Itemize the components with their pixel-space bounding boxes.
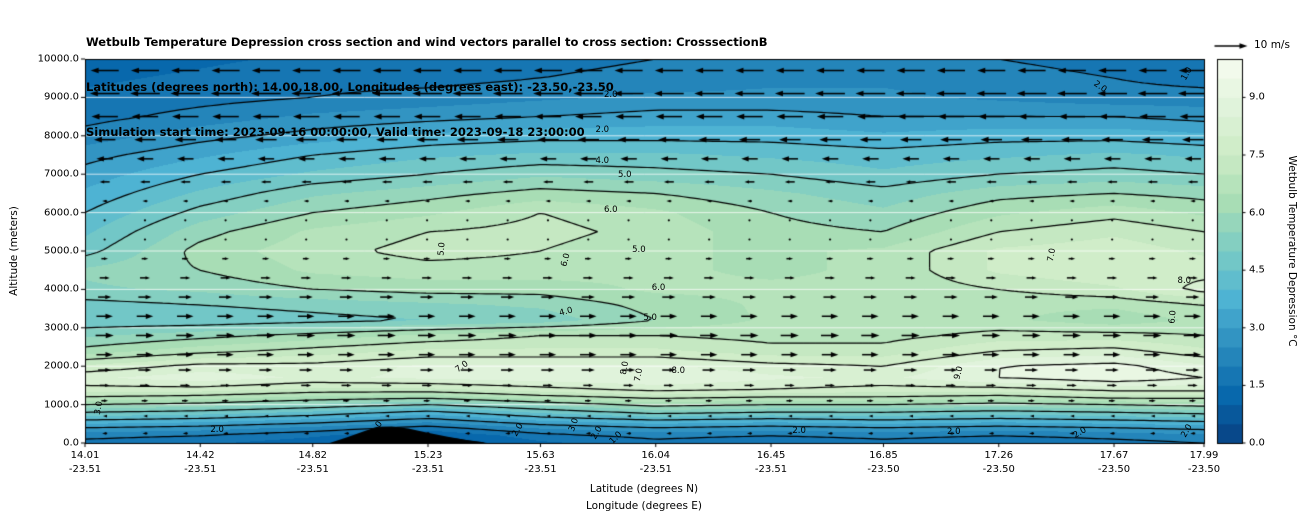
y-tick-label: 4000.0: [44, 283, 79, 295]
x-tick-label-lon: -23.50: [867, 464, 900, 475]
x-tick-label-lat: 15.23: [413, 450, 443, 461]
x-tick-label-lat: 16.45: [756, 450, 786, 461]
colorbar-tick-label: 3.0: [1249, 322, 1265, 334]
x-tick-label-lon: -23.51: [524, 464, 557, 475]
colorbar-tick-label: 9.0: [1249, 91, 1265, 103]
contour-label: 8.0: [1177, 275, 1192, 286]
x-tick-label-lat: 17.99: [1189, 450, 1219, 461]
x-tick-label-lon: -23.51: [754, 464, 788, 475]
x-tick-label-lon: -23.50: [1097, 464, 1131, 475]
x-tick-label-lon: -23.51: [68, 464, 102, 475]
contour-label: 6.0: [603, 204, 618, 215]
plot-title: Wetbulb Temperature Depression cross sec…: [86, 5, 768, 170]
y-tick-label: 3000.0: [44, 322, 79, 334]
contour-label: 4.0: [595, 155, 610, 166]
contour-label: 8.0: [618, 360, 631, 376]
x-tick-label-lon: -23.50: [1187, 464, 1221, 475]
contour-label: 2.0: [792, 426, 806, 437]
x-tick-label-lat: 14.82: [298, 450, 328, 461]
contour-label: 6.0: [651, 282, 666, 293]
y-tick-label: 1000.0: [44, 399, 79, 411]
colorbar-tick-label: 0.0: [1249, 437, 1265, 449]
y-tick-label: 10000.0: [37, 53, 79, 65]
x-axis-label-latitude: Latitude (degrees N): [589, 483, 699, 495]
contour-label: 5.0: [618, 169, 632, 180]
y-tick-label: 9000.0: [44, 91, 79, 103]
x-tick-label-lat: 14.01: [70, 450, 100, 461]
title-line-2: Latitudes (degrees north): 14.00,18.00, …: [86, 80, 614, 94]
quiver-key-label: 10 m/s: [1254, 39, 1290, 51]
x-tick-label-lon: -23.50: [982, 464, 1015, 475]
x-tick-label-lon: -23.51: [296, 464, 329, 475]
x-tick-label-lat: 16.85: [869, 450, 898, 461]
x-tick-label-lat: 16.04: [641, 450, 671, 461]
contour-label: 2.0: [947, 427, 961, 438]
y-tick-label: 8000.0: [44, 130, 79, 142]
y-axis-label: Altitude (meters): [8, 206, 20, 296]
x-tick-label-lat: 14.42: [185, 450, 215, 461]
y-tick-label: 5000.0: [44, 245, 79, 257]
y-tick-label: 6000.0: [44, 207, 79, 219]
x-tick-label-lat: 17.67: [1099, 450, 1129, 461]
contour-label: 5.0: [632, 245, 646, 256]
colorbar-label: Wetbulb Temperature Depression °C: [1286, 155, 1298, 347]
contour-label: 2.0: [595, 125, 610, 136]
title-line-1: Wetbulb Temperature Depression cross sec…: [86, 35, 768, 49]
contour-label: 2.0: [210, 425, 224, 436]
x-axis-label-longitude: Longitude (degrees E): [586, 500, 702, 512]
colorbar-tick-label: 1.5: [1249, 379, 1265, 391]
colorbar-tick-label: 6.0: [1249, 207, 1265, 219]
contour-label: 6.0: [1167, 309, 1179, 325]
x-tick-label-lat: 17.26: [984, 450, 1014, 461]
contour-label: 2.0: [603, 89, 618, 100]
colorbar-tick-label: 4.5: [1249, 264, 1265, 276]
x-tick-label-lon: -23.51: [411, 464, 445, 475]
title-line-3: Simulation start time: 2023-09-16 00:00:…: [86, 125, 585, 139]
x-tick-label-lat: 15.63: [526, 450, 555, 461]
colorbar-tick-label: 7.5: [1249, 149, 1265, 161]
contour-label: 5.0: [643, 312, 657, 323]
contour-label: 8.0: [671, 366, 685, 377]
y-tick-label: 2000.0: [44, 360, 79, 372]
x-tick-label-lon: -23.51: [184, 464, 217, 475]
contour-label: 5.0: [436, 241, 448, 257]
y-tick-label: 0.0: [63, 437, 79, 449]
x-tick-label-lon: -23.51: [639, 464, 672, 475]
y-tick-label: 7000.0: [44, 168, 79, 180]
